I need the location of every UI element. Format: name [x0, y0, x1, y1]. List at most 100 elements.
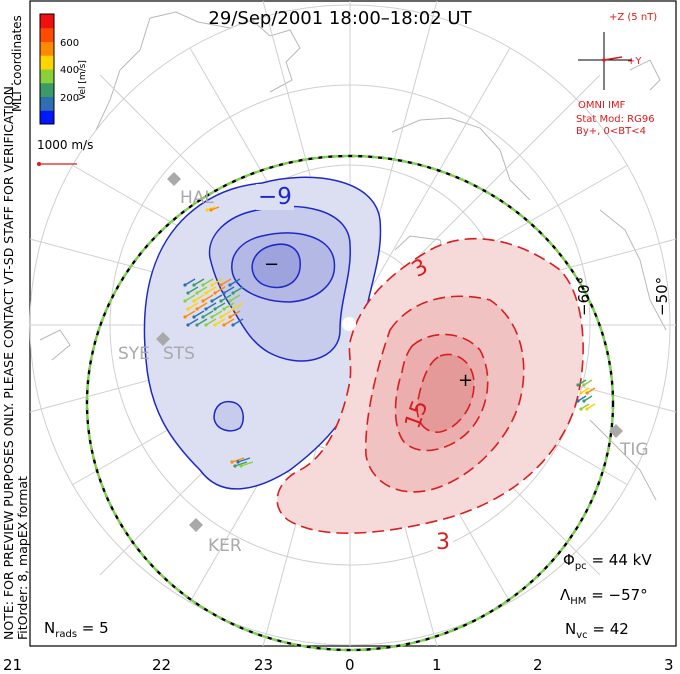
velocity-vector: [214, 302, 226, 310]
vector-count: Nvc = 42: [565, 620, 629, 641]
colorbar-block: [40, 14, 54, 29]
colorbar-tick-400: 400: [60, 65, 80, 76]
coordinate-system: MLT coordinates: [10, 15, 24, 112]
velocity-vector: [193, 278, 205, 286]
velocity-vector: [187, 302, 199, 310]
lat-label-50: −50°: [653, 276, 671, 316]
velocity-vector: [211, 294, 223, 302]
site-marker: [189, 518, 203, 532]
colorbar-tick-600: 600: [60, 38, 80, 49]
velocity-vector: [214, 318, 226, 326]
velocity-vector: [232, 318, 244, 326]
velocity-vector: [184, 294, 196, 302]
velocity-vector: [586, 403, 596, 410]
hm-boundary: [85, 154, 615, 652]
velocity-vector: [205, 318, 217, 326]
velocity-vector: [580, 387, 590, 394]
velocity-vector: [220, 294, 232, 302]
velocity-vector: [223, 302, 235, 310]
pole-marker: [342, 317, 356, 331]
mlt-label-3: 3: [664, 656, 674, 674]
velocity-vector: [577, 379, 587, 386]
cross-polar-potential: Φpc = 44 kV: [563, 551, 652, 572]
velocity-vector: [577, 395, 587, 402]
velocity-vector: [196, 302, 208, 310]
velocity-vector: [234, 461, 248, 467]
velocity-vector: [187, 286, 199, 294]
velocity-vector: [223, 286, 235, 294]
potential-maximum-marker: +: [458, 370, 474, 391]
velocity-vector: [580, 403, 590, 410]
mlt-label-22: 22: [152, 656, 172, 674]
station-label-tig: TIG: [620, 440, 649, 460]
imf-dial: [578, 32, 632, 90]
velocity-vector: [196, 286, 208, 294]
hm-boundary-latitude: ΛHM = −57°: [560, 586, 648, 607]
velocity-vector: [211, 310, 223, 318]
imf-y-label: +Y: [627, 56, 642, 67]
scale-vector-label: 1000 m/s: [37, 138, 94, 152]
station-label-sts: STS: [163, 344, 195, 364]
colorbar-label: Vel [m/s]: [78, 60, 88, 100]
positive-contour-max: [416, 353, 475, 433]
colorbar-block: [40, 110, 54, 125]
velocity-vector: [196, 318, 208, 326]
scale-vector-dot: [37, 162, 41, 166]
velocity-vector: [193, 294, 205, 302]
velocity-colorbar: [39, 13, 55, 125]
velocity-vector: [583, 395, 593, 402]
neg-contour-label: −9: [256, 184, 294, 210]
mlt-label-23: 23: [254, 656, 274, 674]
colorbar-block: [40, 96, 54, 111]
velocity-vector: [202, 294, 214, 302]
negative-contour-small: [213, 400, 245, 432]
site-marker: [156, 332, 170, 346]
velocity-vector: [184, 278, 196, 286]
velocity-vector: [220, 278, 232, 286]
velocity-vector: [223, 318, 235, 326]
negative-cell: [143, 176, 382, 490]
colorbar-tick-200: 200: [60, 93, 80, 104]
colorbar-block: [40, 55, 54, 70]
station-label-sye: SYE: [118, 344, 150, 364]
velocity-vector: [229, 278, 241, 286]
mlt-label-1: 1: [432, 656, 442, 674]
velocity-vector: [187, 318, 199, 326]
site-marker: [609, 424, 623, 438]
pos-contour-label-bottom: 3: [433, 530, 453, 555]
positive-cell: [276, 237, 584, 534]
colorbar-block: [40, 41, 54, 56]
velocity-vector: [586, 387, 596, 394]
velocity-vector: [231, 457, 245, 463]
velocity-vector: [205, 302, 217, 310]
velocity-vector: [220, 310, 232, 318]
station-label-ker: KER: [208, 536, 242, 556]
mlt-label-21: 21: [3, 656, 23, 674]
imf-condition: By+, 0<BT<4: [576, 126, 646, 137]
preview-note: NOTE: FOR PREVIEW PURPOSES ONLY. PLEASE …: [1, 82, 16, 640]
mlt-label-2: 2: [533, 656, 543, 674]
velocity-vector: [205, 286, 217, 294]
lat-label-60: −60°: [575, 276, 593, 316]
velocity-vectors: [183, 206, 596, 468]
station-label-hal: HAL: [180, 188, 214, 208]
velocity-vector: [240, 461, 254, 467]
velocity-vector: [229, 294, 241, 302]
imf-model: Stat Mod: RG96: [576, 114, 655, 125]
velocity-vector: [210, 206, 220, 211]
fit-order: FitOrder: 8, mapEX format: [15, 476, 30, 640]
velocity-vector: [232, 286, 244, 294]
velocity-vector: [237, 457, 251, 463]
velocity-vector: [193, 310, 205, 318]
map-title: 29/Sep/2001 18:00–18:02 UT: [208, 8, 472, 29]
site-marker: [167, 172, 181, 186]
velocity-vector: [583, 379, 593, 386]
imf-z-label: +Z (5 nT): [609, 12, 658, 23]
potential-minimum-marker: −: [264, 254, 280, 275]
velocity-vector: [202, 310, 214, 318]
mlt-label-0: 0: [345, 656, 355, 674]
velocity-vector: [184, 310, 196, 318]
velocity-vector: [229, 310, 241, 318]
velocity-vector: [202, 278, 214, 286]
